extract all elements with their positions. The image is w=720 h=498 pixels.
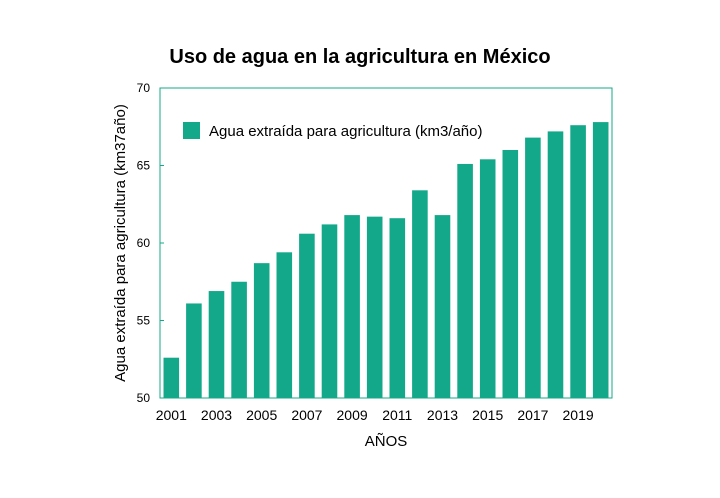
x-tick-label: 2001: [156, 407, 187, 423]
bar-2004: [231, 281, 247, 398]
bar-2018: [547, 131, 564, 398]
y-axis-label: Agua extraída para agricultura (km37año): [112, 104, 129, 382]
bars-group: [163, 122, 609, 398]
bar-2013: [434, 215, 451, 398]
bar-2011: [389, 218, 406, 398]
x-tick-label: 2019: [563, 407, 594, 423]
x-tick-label: 2003: [201, 407, 232, 423]
bar-2019: [570, 125, 586, 398]
x-tick-label: 2007: [291, 407, 322, 423]
x-tick-label: 2009: [337, 407, 368, 423]
bar-2007: [299, 233, 315, 398]
bar-2002: [186, 303, 202, 398]
legend: Agua extraída para agricultura (km3/año): [183, 122, 482, 140]
y-tick-label: 70: [137, 81, 151, 95]
bar-2006: [276, 252, 293, 398]
x-axis-ticks: 2001 2003 2005 2007 2009 2011 2013 2015 2017 2019: [156, 407, 594, 423]
x-tick-label: 2005: [246, 407, 277, 423]
y-tick-label: 55: [137, 314, 151, 328]
x-axis-label: AÑOS: [365, 433, 408, 450]
bar-2020: [592, 122, 609, 398]
bar-2015: [479, 159, 496, 398]
bar-2003: [208, 291, 225, 398]
y-tick-label: 50: [137, 391, 151, 405]
bar-2016: [502, 150, 519, 398]
bar-2009: [344, 215, 360, 398]
x-tick-label: 2015: [472, 407, 503, 423]
bar-2010: [366, 216, 383, 398]
bar-2001: [163, 357, 180, 398]
bar-2012: [412, 190, 428, 398]
y-tick-label: 65: [137, 159, 151, 173]
legend-swatch: [183, 122, 200, 139]
chart-title: Uso de agua en la agricultura en México: [169, 46, 551, 68]
x-tick-label: 2011: [382, 407, 412, 423]
x-tick-label: 2017: [517, 407, 548, 423]
bar-2008: [321, 224, 338, 398]
bar-2014: [457, 163, 473, 398]
bar-2017: [525, 137, 541, 398]
legend-label: Agua extraída para agricultura (km3/año): [209, 123, 482, 140]
y-tick-label: 60: [137, 236, 151, 250]
y-axis-ticks: 50 55 60 65 70: [137, 81, 164, 405]
x-tick-label: 2013: [427, 407, 458, 423]
bar-2005: [253, 263, 270, 398]
